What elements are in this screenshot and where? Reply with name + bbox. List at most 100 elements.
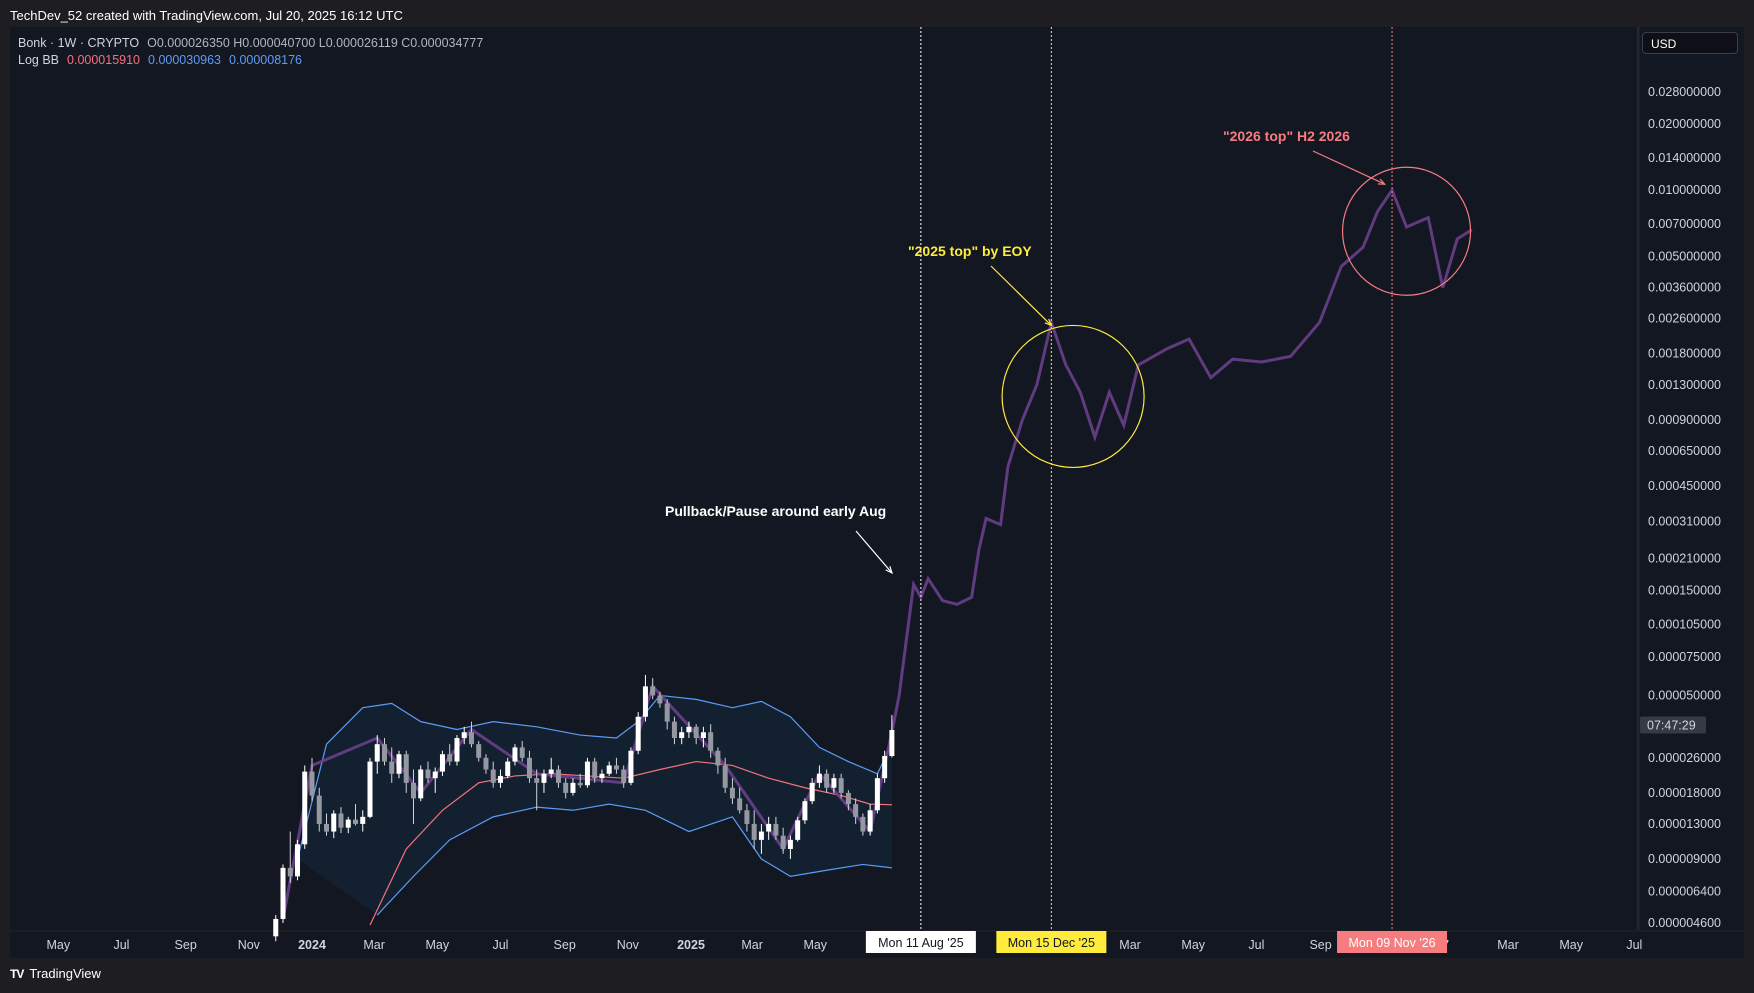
y-tick-16: 0.000105000 [1648,618,1721,632]
currency-button[interactable]: USD [1642,32,1738,54]
attribution-bar: TechDev_52 created with TradingView.com,… [0,0,1754,30]
x-tick-15: Jul [1248,938,1264,952]
candle-body-19 [410,782,416,799]
candle-body-8 [331,813,337,832]
x-tick-14: May [1181,938,1205,952]
x-tick-7: Jul [492,938,508,952]
candle-body-15 [381,744,387,762]
candle-body-63 [729,787,735,799]
y-tick-22: 0.000009000 [1648,852,1721,866]
candle-body-3 [295,844,301,877]
candle-body-6 [316,795,322,824]
candle-body-24 [447,754,453,762]
arrow-2025-top-head [1044,318,1053,327]
candle-body-82 [867,810,873,832]
candle-body-58 [693,726,699,739]
candle-body-70 [780,835,786,849]
candle-body-22 [432,771,438,779]
candle-body-47 [613,765,619,770]
y-tick-0: 0.028000000 [1648,85,1721,99]
candle-body-27 [468,732,474,745]
candle-body-31 [497,775,503,783]
footer-brand[interactable]: TV TradingView [10,966,101,981]
candle-body-66 [751,823,757,840]
x-tick-2: Sep [175,938,197,952]
candle-body-84 [882,756,888,779]
bb-value-2: 0.000030963 [148,53,222,67]
x-tick-16: Sep [1309,938,1331,952]
y-tick-18: 0.000050000 [1648,688,1721,702]
x-tick-12: May [803,938,827,952]
date-box-1 [996,931,1107,953]
y-tick-6: 0.003600000 [1648,281,1721,295]
y-tick-4: 0.007000000 [1648,217,1721,231]
candle-body-4 [302,771,308,845]
candle-body-21 [425,769,431,779]
candle-body-5 [309,771,315,796]
y-tick-3: 0.010000000 [1648,183,1721,197]
candle-body-46 [606,765,612,774]
y-tick-14: 0.000210000 [1648,552,1721,566]
annotation-pullback: Pullback/Pause around early Aug [665,503,887,519]
candle-body-54 [664,703,670,722]
y-tick-21: 0.000013000 [1648,817,1721,831]
annotation-2025-top: "2025 top" by EOY [908,243,1032,259]
y-tick-1: 0.020000000 [1648,117,1721,131]
tradingview-logo-icon: TV [10,966,24,981]
candle-body-52 [650,686,656,696]
candle-body-0 [273,918,279,937]
y-tick-10: 0.000900000 [1648,413,1721,427]
brand-label: TradingView [29,966,101,981]
candle-body-60 [708,732,714,751]
x-tick-19: Jul [1626,938,1642,952]
candle-body-28 [476,744,482,758]
date-box-2 [1337,931,1448,953]
candle-body-29 [483,757,489,770]
projection-path [281,187,1473,920]
top-2025-circle [1001,324,1145,469]
candle-body-45 [599,773,605,779]
candle-body-57 [686,726,692,733]
y-tick-19: 0.000026000 [1648,751,1721,765]
candle-body-40 [563,782,569,793]
candle-body-20 [418,769,424,799]
candle-body-85 [889,730,895,757]
candle-body-26 [461,732,467,739]
countdown-label: 07:47:29 [1647,718,1696,732]
y-tick-2: 0.014000000 [1648,151,1721,165]
x-tick-5: Mar [363,938,385,952]
candle-body-11 [352,819,358,824]
candle-body-83 [874,778,880,811]
candle-body-75 [816,773,822,783]
candle-body-62 [722,765,728,788]
date-box-label-2: Mon 09 Nov '26 [1348,936,1435,950]
x-tick-18: May [1559,938,1583,952]
symbol-label[interactable]: Bonk · 1W · CRYPTO [18,36,140,50]
candle-body-56 [679,732,685,739]
date-box-label-1: Mon 15 Dec '25 [1008,936,1095,950]
x-tick-13: Mar [1119,938,1141,952]
x-tick-8: Sep [554,938,576,952]
x-tick-0: May [46,938,70,952]
candle-body-61 [715,750,721,766]
bb-basis-line [369,760,892,926]
candle-body-65 [744,810,750,824]
candle-body-49 [628,750,634,783]
indicator-label[interactable]: Log BB [18,53,60,67]
candle-body-37 [541,773,547,783]
y-tick-11: 0.000650000 [1648,444,1721,458]
x-tick-9: Nov [617,938,640,952]
candle-body-79 [845,792,851,805]
x-tick-4: 2024 [298,938,326,952]
candle-body-25 [454,738,460,762]
candle-body-81 [860,816,866,832]
x-tick-6: May [425,938,449,952]
candle-body-64 [737,798,743,811]
candle-body-41 [570,782,576,793]
candle-body-72 [795,820,801,840]
candle-body-55 [671,721,677,739]
candle-body-67 [758,831,764,840]
y-tick-9: 0.001300000 [1648,378,1721,392]
candle-body-35 [526,757,532,779]
